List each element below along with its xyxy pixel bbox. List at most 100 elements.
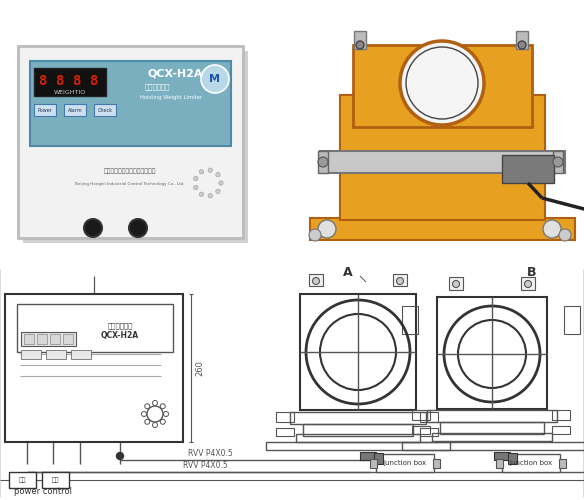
Circle shape (164, 412, 169, 416)
Bar (18, 46, 243, 238)
Bar (420, 412, 438, 422)
Bar (296, 434, 420, 442)
Circle shape (518, 41, 526, 49)
Circle shape (145, 420, 150, 424)
Circle shape (524, 280, 531, 287)
Bar (64, 104, 86, 116)
Bar (502, 155, 554, 183)
Text: 8: 8 (38, 74, 46, 88)
Text: M: M (210, 74, 221, 84)
Bar (21, 350, 41, 359)
Bar (412, 426, 430, 434)
Bar (508, 453, 517, 464)
Bar (290, 412, 426, 424)
Circle shape (145, 404, 150, 408)
Bar (360, 452, 376, 460)
Circle shape (219, 181, 223, 185)
Bar (440, 422, 544, 434)
Text: Power: Power (37, 108, 53, 112)
Circle shape (318, 157, 328, 167)
Bar (50, 334, 60, 344)
Circle shape (199, 192, 204, 196)
Bar (553, 151, 563, 173)
Circle shape (208, 194, 213, 198)
Circle shape (309, 229, 321, 241)
Bar (420, 428, 438, 436)
Circle shape (193, 185, 198, 190)
Bar (433, 459, 440, 468)
Text: 8: 8 (89, 74, 97, 88)
Bar (42, 472, 69, 488)
Bar (37, 334, 47, 344)
Bar (23, 51, 248, 243)
Circle shape (406, 47, 478, 119)
Bar (21, 332, 76, 346)
Bar (521, 277, 535, 290)
Bar (374, 453, 383, 464)
Bar (427, 410, 557, 422)
Bar (34, 68, 106, 96)
Circle shape (208, 168, 213, 172)
Text: Check: Check (98, 108, 113, 112)
Circle shape (160, 420, 165, 424)
Bar (354, 31, 366, 49)
Text: 控制: 控制 (51, 477, 59, 483)
Bar (370, 459, 377, 468)
Circle shape (141, 412, 147, 416)
Bar (71, 350, 91, 359)
Bar (412, 410, 430, 420)
Bar (320, 151, 565, 173)
Bar (559, 459, 566, 468)
Bar (30, 61, 231, 146)
Bar (432, 433, 552, 441)
Bar (552, 410, 570, 420)
Bar (300, 294, 416, 410)
Text: B: B (527, 266, 537, 279)
Text: 8: 8 (55, 74, 63, 88)
Text: 260: 260 (196, 360, 204, 376)
Text: Hoisting Weight Limiter: Hoisting Weight Limiter (140, 95, 202, 100)
Text: 闸重量限制器: 闸重量限制器 (107, 322, 133, 328)
Bar (564, 306, 580, 334)
Bar (496, 459, 503, 468)
Text: Alarm: Alarm (68, 108, 82, 112)
Bar (17, 304, 173, 352)
Bar (340, 95, 545, 220)
Bar (309, 274, 323, 286)
Bar (318, 151, 328, 173)
Bar (516, 31, 528, 49)
Circle shape (152, 422, 158, 428)
Text: 电源: 电源 (18, 477, 26, 483)
Text: QCX-H2A: QCX-H2A (148, 68, 203, 78)
Circle shape (215, 172, 220, 177)
Bar (437, 297, 547, 409)
Bar (552, 426, 570, 434)
Text: junction box: junction box (384, 460, 426, 466)
Circle shape (397, 278, 404, 284)
Text: RVV P4X0.5: RVV P4X0.5 (187, 449, 232, 458)
Text: 起重量限制器: 起重量限制器 (145, 83, 171, 89)
Bar (24, 334, 34, 344)
Bar (449, 277, 463, 290)
Circle shape (543, 220, 561, 238)
Circle shape (160, 404, 165, 408)
Bar (94, 104, 116, 116)
Bar (9, 472, 36, 488)
Circle shape (356, 41, 364, 49)
Text: 8: 8 (72, 74, 80, 88)
Circle shape (116, 452, 123, 460)
Bar (63, 334, 73, 344)
Text: Beijing Honglei Industrial Control Technology Co., Ltd.: Beijing Honglei Industrial Control Techn… (75, 182, 185, 186)
Circle shape (199, 170, 204, 174)
Bar (276, 428, 294, 436)
Bar (502, 454, 560, 472)
Circle shape (129, 219, 147, 237)
Text: junction box: junction box (509, 460, 552, 466)
Circle shape (318, 220, 336, 238)
Circle shape (312, 278, 319, 284)
Bar (402, 306, 418, 334)
Text: A: A (343, 266, 353, 279)
Bar (5, 294, 183, 442)
Circle shape (559, 229, 571, 241)
Bar (266, 442, 450, 450)
